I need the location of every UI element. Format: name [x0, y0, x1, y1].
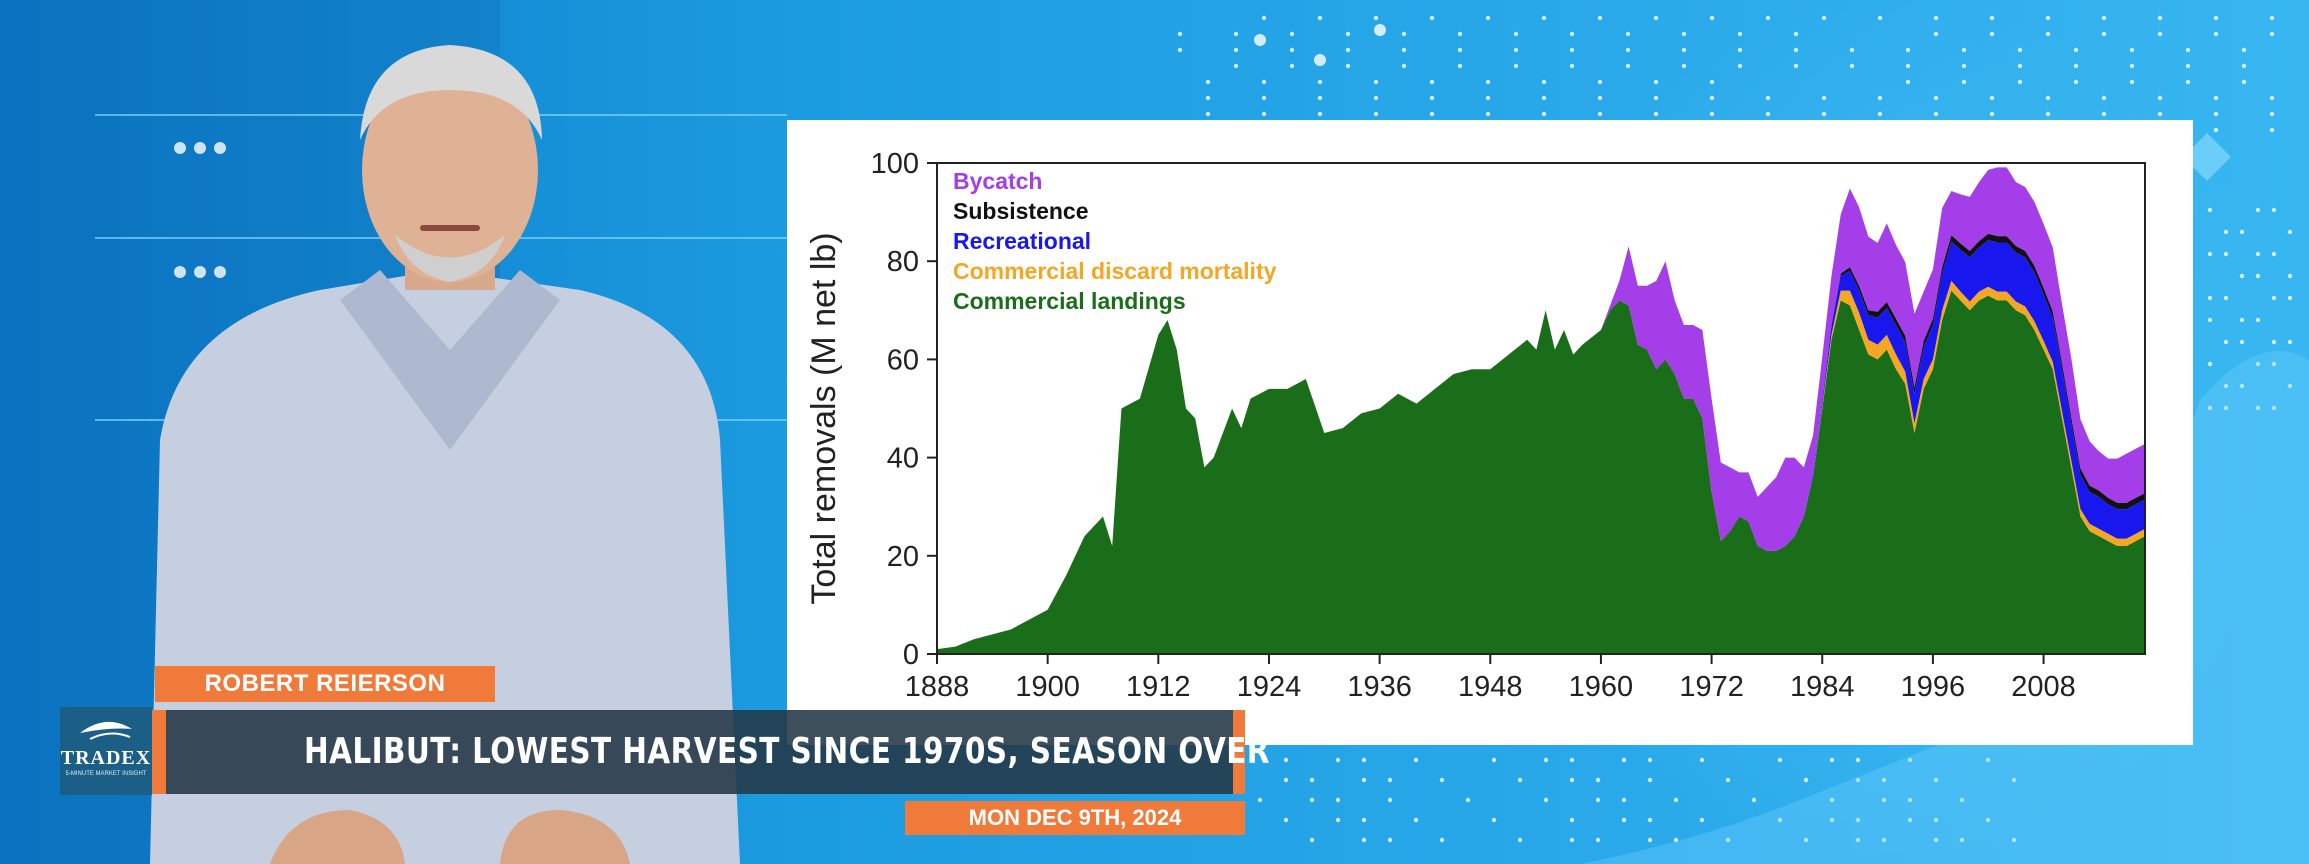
- plot-frame: [936, 162, 2146, 655]
- y-tick-label: 0: [903, 639, 919, 671]
- legend-entry-subsistence: Subsistence: [953, 198, 1089, 224]
- x-tick-label: 1936: [1347, 671, 1412, 703]
- x-tick-label: 1996: [1901, 671, 1966, 703]
- chart-panel: 1888 1900 1912 1924 1936 1948 1960 1972 1984 1996…: [787, 120, 2193, 745]
- x-tick-label: 2008: [2011, 671, 2076, 703]
- brand-logo: TRADEX 5-MINUTE MARKET INSIGHT: [60, 707, 152, 795]
- y-tick-label: 20: [887, 541, 919, 573]
- legend-entry-commercial-discard-mortality: Commercial discard mortality: [953, 258, 1277, 284]
- headline-bar: HALIBUT: LOWEST HARVEST SINCE 1970S, SEA…: [152, 710, 1270, 794]
- series-area-bycatch: [937, 167, 2145, 650]
- y-tick-label: 80: [887, 246, 919, 278]
- fish-logo-icon: [80, 721, 132, 740]
- presenter-face: [362, 58, 538, 282]
- series-area-recreational: [937, 240, 2145, 650]
- y-tick-label: 100: [871, 148, 919, 180]
- x-tick-label: 1888: [905, 671, 970, 703]
- headline-text: HALIBUT: LOWEST HARVEST SINCE 1970S, SEA…: [304, 731, 1270, 772]
- presenter-hair: [360, 45, 542, 140]
- series-area-commercial-landings: [937, 290, 2145, 654]
- x-tick-label: 1924: [1237, 671, 1302, 703]
- y-tick-label: 40: [887, 443, 919, 475]
- stacked-area-chart: 1888 1900 1912 1924 1936 1948 1960 1972 1984 1996…: [805, 148, 2146, 703]
- y-tick-label: 60: [887, 344, 919, 376]
- x-tick-label: 1960: [1569, 671, 1634, 703]
- date-tag: MON DEC 9TH, 2024: [905, 801, 1245, 835]
- legend-entry-bycatch: Bycatch: [953, 168, 1042, 194]
- logo-wordmark: TRADEX: [60, 747, 152, 769]
- y-axis-label: Total removals (M net lb): [805, 232, 843, 604]
- logo-tagline: 5-MINUTE MARKET INSIGHT: [65, 771, 147, 777]
- x-tick-label: 1984: [1790, 671, 1855, 703]
- legend-entry-commercial-landings: Commercial landings: [953, 288, 1186, 314]
- presenter-name-tag: ROBERT REIERSON: [155, 666, 495, 702]
- x-tick-label: 1912: [1126, 671, 1191, 703]
- x-tick-label: 1900: [1015, 671, 1080, 703]
- x-tick-label: 1972: [1679, 671, 1744, 703]
- x-tick-label: 1948: [1458, 671, 1523, 703]
- legend-entry-recreational: Recreational: [953, 228, 1091, 254]
